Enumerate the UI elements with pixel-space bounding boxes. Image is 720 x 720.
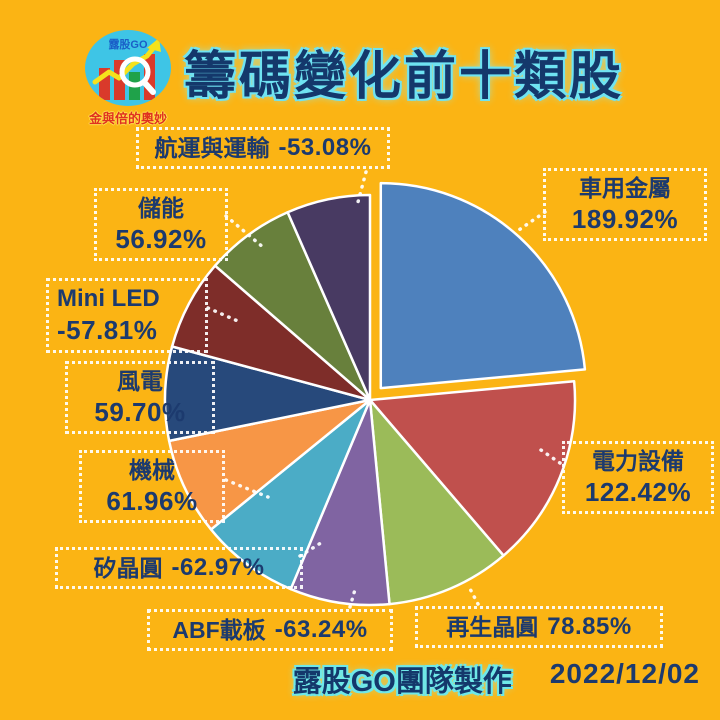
pie-slice-power-equipment <box>368 379 577 557</box>
brand-logo: 露股GO 金與倍的奧妙 <box>78 30 178 127</box>
label-power-equipment: 電力設備 122.42% <box>562 441 714 515</box>
leader-line <box>224 478 270 499</box>
leader-line <box>356 170 368 204</box>
logo-bars-icon <box>92 38 161 100</box>
logo-tagline: 金與倍的奧妙 <box>88 111 167 126</box>
leader-line <box>466 583 480 606</box>
pie-slice-car-metal <box>379 181 587 390</box>
leader-line <box>298 539 326 558</box>
label-machinery: 機械 61.96% <box>79 450 225 524</box>
label-car-metal: 車用金屬 189.92% <box>543 168 707 242</box>
credit-text: 露股GO團隊製作 <box>292 666 512 698</box>
footer: 露股GO團隊製作 2022/12/02 <box>0 658 700 700</box>
label-wind-power: 風電 59.70% <box>65 361 215 435</box>
pie-slice-abf-substrate <box>289 398 391 607</box>
pie-slice-shipping-transport <box>286 193 372 402</box>
leader-line <box>514 210 547 234</box>
logo-chart-icon: 露股GO <box>85 30 171 106</box>
label-energy-storage: 儲能 56.92% <box>94 188 228 262</box>
leader-line <box>224 214 266 250</box>
pie-slice-machinery <box>167 398 372 531</box>
date-text: 2022/12/02 <box>549 658 700 689</box>
logo-brand-text: 露股GO <box>108 39 148 51</box>
leader-line <box>206 306 242 324</box>
label-abf-substrate: ABF載板 -63.24% <box>147 609 393 651</box>
label-regen-wafer: 再生晶圓 78.85% <box>415 606 663 648</box>
label-silicon-wafer: 矽晶圓 -62.97% <box>55 547 303 589</box>
label-shipping-transport: 航運與運輸 -53.08% <box>136 127 390 169</box>
page-title: 籌碼變化前十類股 <box>184 48 625 106</box>
leader-line <box>536 446 562 465</box>
label-mini-led: Mini LED -57.81% <box>46 278 208 353</box>
pie-slice-regen-wafer <box>368 398 505 606</box>
